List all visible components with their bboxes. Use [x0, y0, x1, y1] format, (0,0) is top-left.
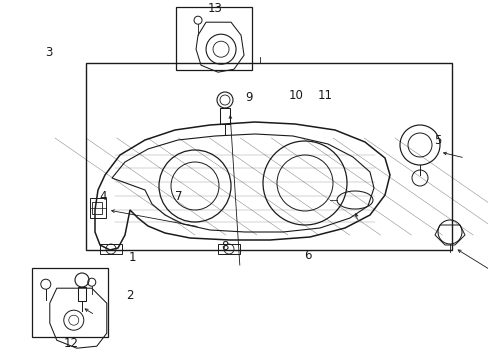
- Bar: [220, 108, 229, 124]
- Bar: [32, 268, 107, 337]
- Text: 13: 13: [207, 3, 222, 15]
- Text: 5: 5: [433, 134, 441, 147]
- Text: 12: 12: [63, 337, 78, 350]
- Text: 7: 7: [174, 190, 182, 203]
- Text: 3: 3: [45, 46, 53, 59]
- Bar: [90, 198, 106, 218]
- Text: 1: 1: [128, 251, 136, 264]
- Text: 10: 10: [288, 89, 303, 102]
- Bar: [85, 63, 451, 250]
- Text: 9: 9: [245, 91, 253, 104]
- Text: 8: 8: [221, 240, 228, 253]
- Text: 11: 11: [317, 89, 332, 102]
- Bar: [218, 244, 240, 254]
- Bar: [78, 287, 86, 301]
- Text: 6: 6: [304, 249, 311, 262]
- Text: 2: 2: [125, 289, 133, 302]
- Bar: [92, 202, 102, 214]
- Bar: [100, 244, 122, 254]
- Text: 4: 4: [99, 190, 106, 203]
- Bar: [176, 7, 251, 70]
